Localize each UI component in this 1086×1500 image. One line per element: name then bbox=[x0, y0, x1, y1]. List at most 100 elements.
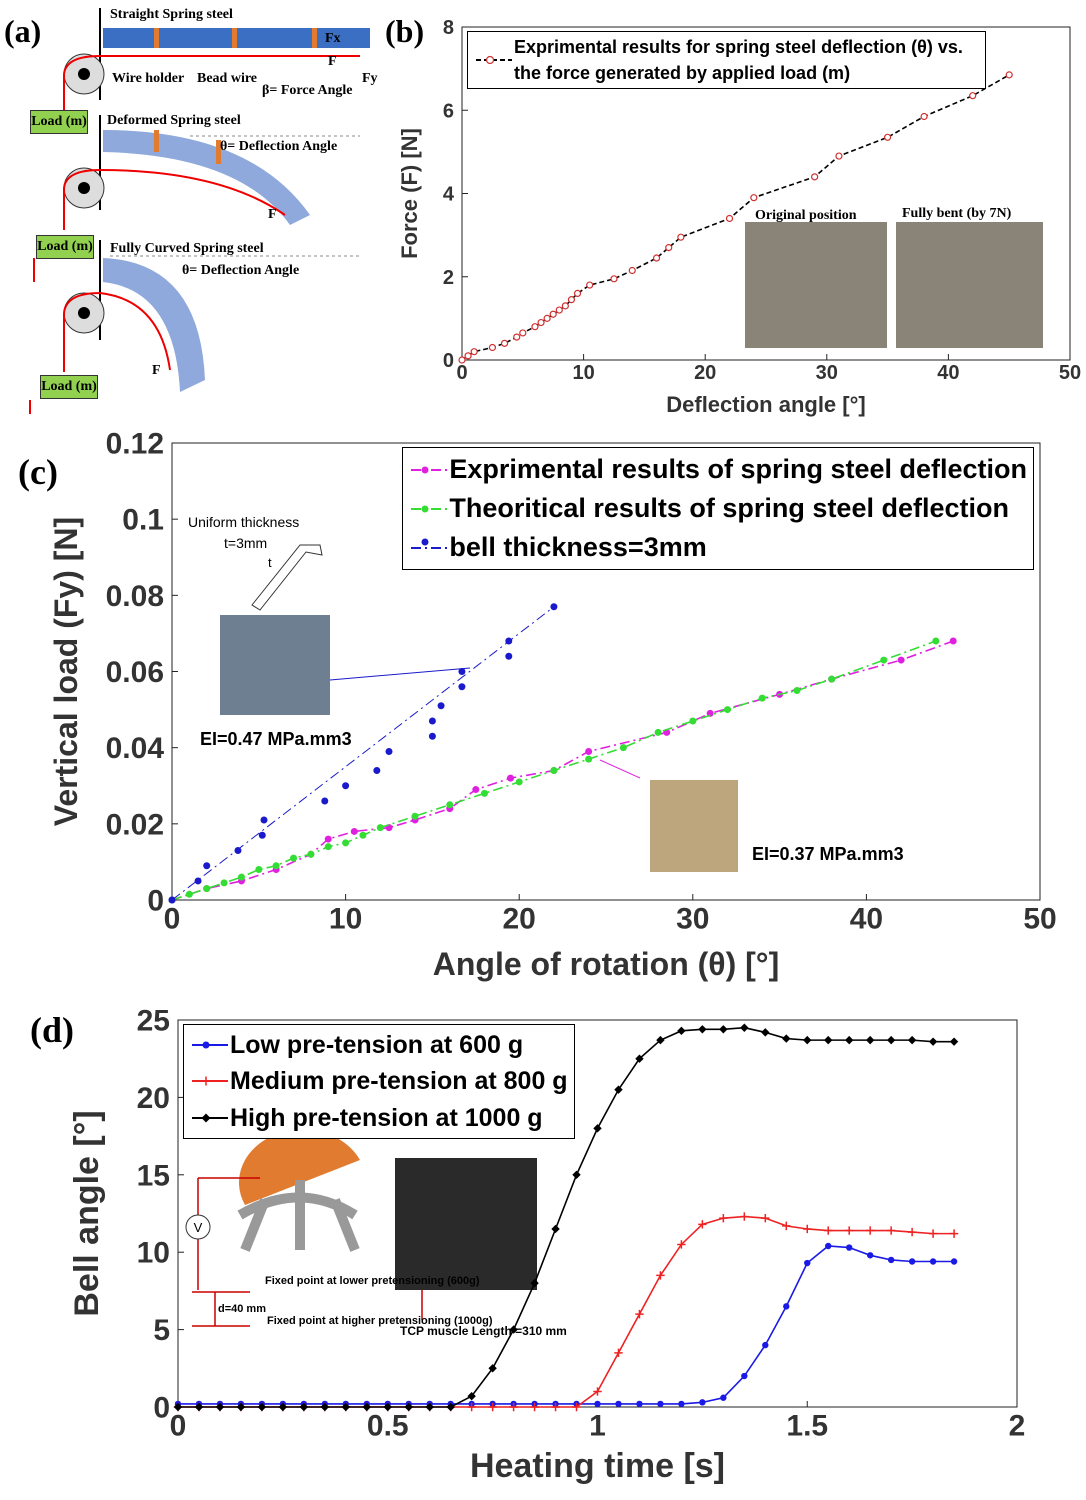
data-point bbox=[614, 1349, 622, 1357]
legend: Exprimental results for spring steel def… bbox=[467, 31, 986, 89]
legend-marker bbox=[487, 57, 494, 64]
legend-swatch bbox=[190, 1108, 230, 1128]
data-point bbox=[887, 1036, 895, 1044]
data-point bbox=[514, 334, 520, 340]
figure-canvas: Straight Spring steel Fx F Fy Wire holde… bbox=[0, 0, 1086, 1500]
data-point bbox=[740, 1024, 748, 1032]
x-tick-label: 40 bbox=[850, 903, 883, 936]
data-point bbox=[678, 1401, 684, 1407]
data-point bbox=[845, 1036, 853, 1044]
data-point bbox=[587, 282, 593, 288]
pointer bbox=[600, 760, 640, 778]
data-point bbox=[259, 832, 266, 839]
y-tick-label: 10 bbox=[137, 1237, 170, 1270]
figure: Straight Spring steel Fx F Fy Wire holde… bbox=[0, 0, 1086, 1500]
y-axis-title: Force (F) [N] bbox=[397, 128, 422, 259]
data-point bbox=[719, 1025, 727, 1033]
legend-entry: Theoritical results of spring steel defl… bbox=[409, 489, 1027, 528]
y-tick-label: 2 bbox=[443, 267, 454, 289]
data-point bbox=[793, 687, 800, 694]
data-point bbox=[273, 862, 280, 869]
legend-marker bbox=[422, 505, 429, 512]
legend: Exprimental results of spring steel defl… bbox=[402, 447, 1034, 570]
data-point bbox=[458, 683, 465, 690]
data-point bbox=[550, 311, 556, 317]
data-point bbox=[551, 1225, 559, 1233]
data-point bbox=[908, 1228, 916, 1236]
data-point bbox=[908, 1036, 916, 1044]
legend-label: High pre-tension at 1000 g bbox=[230, 1100, 543, 1136]
y-tick-label: 0 bbox=[153, 1392, 170, 1425]
load-box: Load (m) bbox=[40, 375, 98, 399]
legend-marker bbox=[422, 538, 429, 545]
y-axis-title: Vertical load (Fy) [N] bbox=[48, 517, 84, 826]
data-point bbox=[803, 1225, 811, 1233]
data-point bbox=[465, 353, 471, 359]
data-point bbox=[505, 653, 512, 660]
data-point bbox=[678, 234, 684, 240]
arrow bbox=[30, 258, 34, 414]
panel-label: (c) bbox=[18, 452, 58, 492]
data-point bbox=[724, 706, 731, 713]
data-point bbox=[325, 836, 332, 843]
data-point bbox=[867, 1252, 873, 1258]
data-point bbox=[783, 1303, 789, 1309]
data-point bbox=[761, 1028, 769, 1036]
annotation: Original position bbox=[755, 208, 857, 223]
photo bbox=[220, 615, 330, 715]
data-point bbox=[544, 315, 550, 321]
legend-entry: Exprimental results of spring steel defl… bbox=[409, 450, 1027, 489]
data-point bbox=[825, 1243, 831, 1249]
data-point bbox=[677, 1027, 685, 1035]
legend-marker bbox=[202, 1113, 211, 1122]
x-tick-label: 30 bbox=[816, 362, 838, 384]
x-tick-label: 40 bbox=[937, 362, 959, 384]
legend-entry: Medium pre-tension at 800 g bbox=[190, 1063, 568, 1099]
legend-swatch bbox=[190, 1035, 230, 1055]
data-point bbox=[929, 1037, 937, 1045]
panel-label: (d) bbox=[30, 1010, 74, 1050]
data-point bbox=[169, 897, 176, 904]
data-point bbox=[290, 855, 297, 862]
label: θ= Deflection Angle bbox=[182, 263, 299, 278]
label: Fy bbox=[362, 71, 378, 86]
data-point bbox=[828, 676, 835, 683]
data-point bbox=[471, 349, 477, 355]
data-point bbox=[921, 113, 927, 119]
y-tick-label: 8 bbox=[443, 17, 454, 39]
pulley-axle bbox=[78, 307, 90, 319]
y-tick-label: 0 bbox=[443, 350, 454, 372]
data-point bbox=[898, 657, 905, 664]
data-point bbox=[203, 885, 210, 892]
x-tick-label: 0 bbox=[164, 903, 181, 936]
data-point bbox=[377, 824, 384, 831]
data-point bbox=[930, 1258, 936, 1264]
data-point bbox=[575, 290, 581, 296]
legend-swatch bbox=[474, 50, 514, 70]
label: F bbox=[268, 207, 277, 222]
x-tick-label: 2 bbox=[1009, 1410, 1026, 1443]
y-tick-label: 25 bbox=[137, 1005, 170, 1038]
data-point bbox=[666, 245, 672, 251]
data-point bbox=[866, 1226, 874, 1234]
data-point bbox=[572, 1171, 580, 1179]
y-tick-label: 15 bbox=[137, 1159, 170, 1192]
bead bbox=[154, 130, 159, 152]
data-point bbox=[585, 748, 592, 755]
data-point bbox=[866, 1036, 874, 1044]
data-point bbox=[629, 268, 635, 274]
data-point bbox=[325, 843, 332, 850]
data-point bbox=[887, 1226, 895, 1234]
bead bbox=[232, 28, 237, 48]
data-point bbox=[221, 879, 228, 886]
legend-swatch bbox=[409, 538, 449, 558]
legend-label: Theoritical results of spring steel defl… bbox=[449, 489, 1009, 528]
thickness-sketch bbox=[252, 545, 322, 610]
data-point bbox=[594, 1401, 600, 1407]
data-point bbox=[762, 1342, 768, 1348]
data-point bbox=[751, 195, 757, 201]
data-point bbox=[520, 330, 526, 336]
data-point bbox=[699, 1399, 705, 1405]
data-point bbox=[446, 801, 453, 808]
bead bbox=[154, 28, 159, 48]
